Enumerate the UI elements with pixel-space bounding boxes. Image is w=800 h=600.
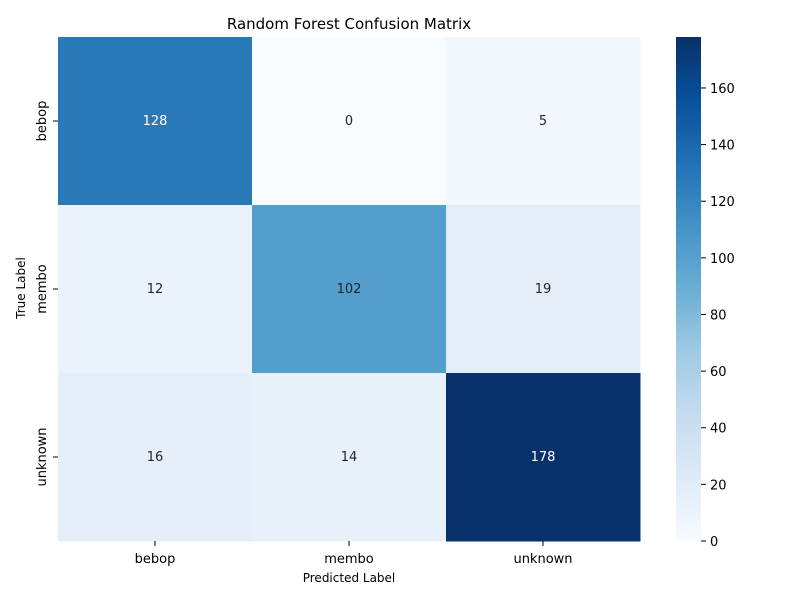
cell-value-bebop-unknown: 5	[539, 114, 547, 129]
cell-bebop-bebop	[58, 37, 253, 206]
colorbar-tick-label-80: 80	[710, 308, 727, 323]
cell-membo-membo	[252, 205, 447, 374]
cell-bebop-membo	[252, 37, 447, 206]
colorbar	[676, 37, 701, 541]
cell-unknown-unknown	[446, 373, 641, 542]
cell-value-unknown-membo: 14	[341, 450, 358, 465]
y-axis-label: True Label	[14, 257, 28, 320]
cell-unknown-bebop	[58, 373, 253, 542]
heatmap-cells	[58, 37, 641, 542]
colorbar-tick-label-120: 120	[710, 195, 735, 210]
colorbar-tick-label-20: 20	[710, 478, 727, 493]
cell-unknown-membo	[252, 373, 447, 542]
cell-value-unknown-bebop: 16	[147, 450, 164, 465]
chart-title: Random Forest Confusion Matrix	[227, 15, 471, 33]
cell-value-membo-membo: 102	[337, 282, 362, 297]
colorbar-tick-label-100: 100	[710, 252, 735, 267]
heatmap-cell-labels: 128 0 5 12 102 19 16 14 178	[143, 114, 556, 465]
y-tick-label-membo: membo	[35, 264, 50, 314]
y-tick-label-bebop: bebop	[35, 101, 50, 142]
colorbar-tick-label-140: 140	[710, 139, 735, 154]
cell-value-unknown-unknown: 178	[531, 450, 556, 465]
x-axis-label: Predicted Label	[303, 571, 396, 585]
colorbar-tick-label-0: 0	[710, 535, 718, 550]
cell-value-bebop-bebop: 128	[143, 114, 168, 129]
cell-value-membo-bebop: 12	[147, 282, 164, 297]
colorbar-tick-label-60: 60	[710, 365, 727, 380]
x-tick-label-bebop: bebop	[135, 552, 176, 567]
colorbar-tick-label-160: 160	[710, 82, 735, 97]
y-tick-label-unknown: unknown	[35, 427, 50, 486]
cell-membo-unknown	[446, 205, 641, 374]
x-tick-label-unknown: unknown	[513, 552, 572, 567]
y-axis: bebop membo unknown	[35, 101, 58, 487]
cell-membo-bebop	[58, 205, 253, 374]
cell-value-bebop-membo: 0	[345, 114, 353, 129]
colorbar-ticks: 0 20 40 60 80 100 120 140 160	[701, 82, 735, 550]
x-tick-label-membo: membo	[324, 552, 374, 567]
colorbar-tick-label-40: 40	[710, 422, 727, 437]
x-axis: bebop membo unknown	[135, 541, 573, 567]
cell-value-membo-unknown: 19	[535, 282, 552, 297]
cell-bebop-unknown	[446, 37, 641, 206]
